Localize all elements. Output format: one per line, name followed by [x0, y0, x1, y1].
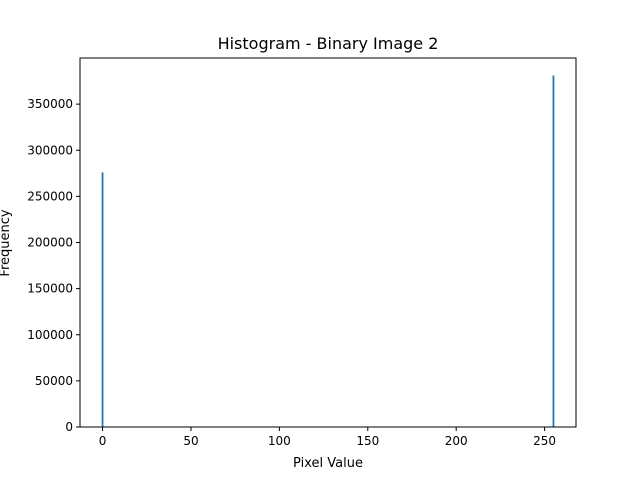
y-tick-label: 0: [65, 420, 73, 434]
x-tick-label: 50: [183, 434, 198, 448]
histogram-bar-255: [552, 75, 555, 427]
y-tick-label: 300000: [27, 143, 73, 157]
x-tick-label: 250: [533, 434, 556, 448]
y-axis-ticks: 0 50000 100000 150000 200000 250000 300000 3500…: [27, 97, 80, 434]
x-axis-label: Pixel Value: [293, 456, 363, 471]
y-tick-label: 350000: [27, 97, 73, 111]
bars-group: [101, 75, 555, 427]
x-tick-label: 200: [445, 434, 468, 448]
y-tick-label: 100000: [27, 328, 73, 342]
x-tick-label: 0: [99, 434, 107, 448]
y-tick-label: 250000: [27, 189, 73, 203]
y-axis-label: Frequency: [0, 209, 13, 276]
x-axis-ticks: 0 50 100 150 200 250: [99, 427, 556, 448]
plot-frame: [79, 57, 577, 428]
chart-title: Histogram - Binary Image 2: [218, 34, 439, 53]
x-tick-label: 100: [268, 434, 291, 448]
y-tick-label: 150000: [27, 282, 73, 296]
histogram-bar-0: [101, 172, 104, 427]
x-tick-label: 150: [356, 434, 379, 448]
y-tick-label: 200000: [27, 236, 73, 250]
y-tick-label: 50000: [35, 374, 73, 388]
